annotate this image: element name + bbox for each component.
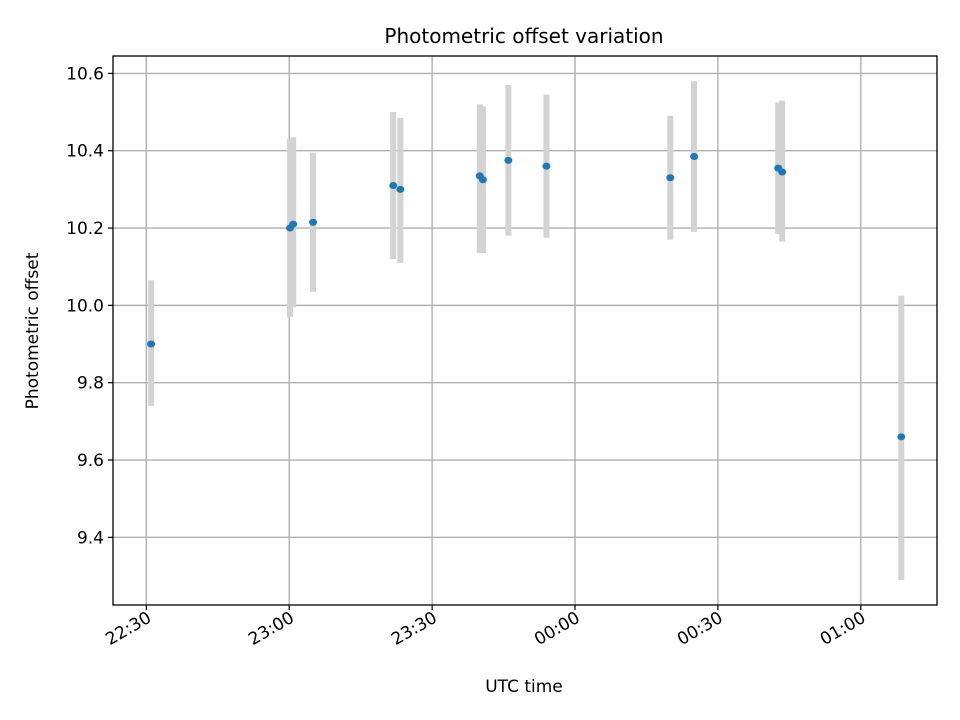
data-points xyxy=(147,153,906,441)
y-tick-label: 9.4 xyxy=(77,528,104,548)
y-tick-label: 10.2 xyxy=(66,219,104,239)
x-tick-label: 22:30 xyxy=(102,608,154,650)
chart-title: Photometric offset variation xyxy=(384,24,663,48)
y-axis-label: Photometric offset xyxy=(23,252,43,409)
data-point xyxy=(666,174,675,182)
y-tick-label: 10.6 xyxy=(66,64,104,84)
x-tick-label: 23:00 xyxy=(245,608,297,650)
data-point xyxy=(478,176,487,184)
x-tick-label: 00:00 xyxy=(531,608,583,650)
x-axis: 22:30 23:00 23:30 00:00 00:30 01:00 xyxy=(102,605,869,650)
data-point xyxy=(504,156,513,164)
x-tick-label: 00:30 xyxy=(674,608,726,650)
y-axis: 9.4 9.6 9.8 10.0 10.2 10.4 10.6 xyxy=(66,64,113,548)
data-point xyxy=(289,220,298,228)
data-point xyxy=(147,340,156,348)
x-tick-label: 01:00 xyxy=(817,608,869,650)
x-tick-label: 23:30 xyxy=(388,608,440,650)
y-tick-label: 9.8 xyxy=(77,374,104,394)
data-point xyxy=(778,168,787,176)
grid xyxy=(113,56,937,605)
y-tick-label: 10.4 xyxy=(66,142,104,162)
data-point xyxy=(309,218,318,226)
plot-frame xyxy=(112,55,938,606)
data-point xyxy=(542,162,551,170)
x-axis-label: UTC time xyxy=(485,677,563,697)
error-bars xyxy=(148,81,905,580)
data-point xyxy=(396,185,405,193)
data-point xyxy=(389,182,398,190)
y-tick-label: 9.6 xyxy=(77,451,104,471)
y-tick-label: 10.0 xyxy=(66,296,104,316)
data-point xyxy=(897,433,906,441)
data-point xyxy=(690,153,699,161)
